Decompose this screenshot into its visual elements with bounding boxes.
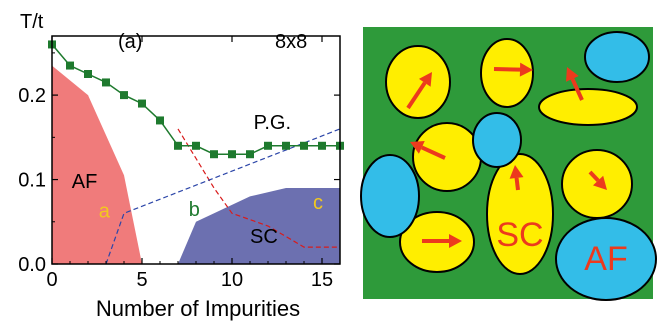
spin-arrow-head [566,67,579,82]
data-point [264,141,272,150]
spin-arrow [420,145,446,160]
data-point [282,141,290,150]
sc-domain [486,153,554,275]
spin-arrow-head [418,72,432,87]
spin-arrow-head [519,62,533,77]
sc-domain [385,45,451,119]
x-tick-label: 5 [136,269,147,291]
crossover-dashed-line [177,128,340,248]
spin-arrows [406,62,607,248]
y-axis-label: T/t [20,11,44,33]
data-point [210,150,218,159]
data-point [120,91,128,100]
data-point [300,141,308,150]
spin-arrow [588,170,600,182]
x-tick-label: 10 [221,269,243,291]
spin-arrow [493,67,521,72]
data-point [246,150,254,159]
blue-dashed-line [105,128,341,265]
plot-area: AFa b P.G. c SC [48,35,344,265]
spin-arrow [570,78,584,101]
domain-ellipses [360,31,657,301]
y-tick-label: 0.1 [18,170,46,192]
spin-arrow [406,81,427,110]
data-point [192,141,200,150]
sc-domain [412,122,482,192]
data-point [102,78,110,87]
data-point [318,141,326,150]
af-label: AF [584,240,627,278]
region-label: a [99,201,111,223]
x-tick-label: 0 [46,269,57,291]
spin-arrow-head [410,141,425,154]
data-point [228,150,236,159]
region-label: AF [72,171,98,193]
region-label: c [313,192,323,214]
sc-region [178,188,340,264]
y-tick-label: 0.0 [18,254,46,276]
spin-arrow [514,177,520,191]
af-region [52,65,142,264]
sc-domain [538,88,638,126]
sc-label: SC [496,216,543,254]
data-point [84,70,92,78]
lattice-label: 8x8 [275,31,307,53]
region-label: b [189,199,200,221]
spin-arrow-head [592,175,607,190]
data-point [66,61,74,70]
x-tick-label: 15 [311,269,333,291]
spin-arrow-head [509,165,524,179]
x-axis-label: Number of Impurities [96,296,300,321]
data-point [174,141,182,150]
af-domain [472,112,522,168]
phase-diagram-chart: AFa b P.G. c SC T/t Number of Impurities (a)… [18,11,344,321]
spin-arrow-head [449,234,462,248]
region-label: P.G. [254,112,291,134]
data-point [156,116,164,125]
data-point [138,99,146,108]
af-domain [360,154,420,238]
region-label: SC [250,226,278,248]
y-tick-label: 0.2 [18,85,46,107]
af-domain [555,217,657,301]
sc-domain [480,38,534,108]
panel-label: (a) [118,31,142,53]
af-domain [584,31,650,83]
